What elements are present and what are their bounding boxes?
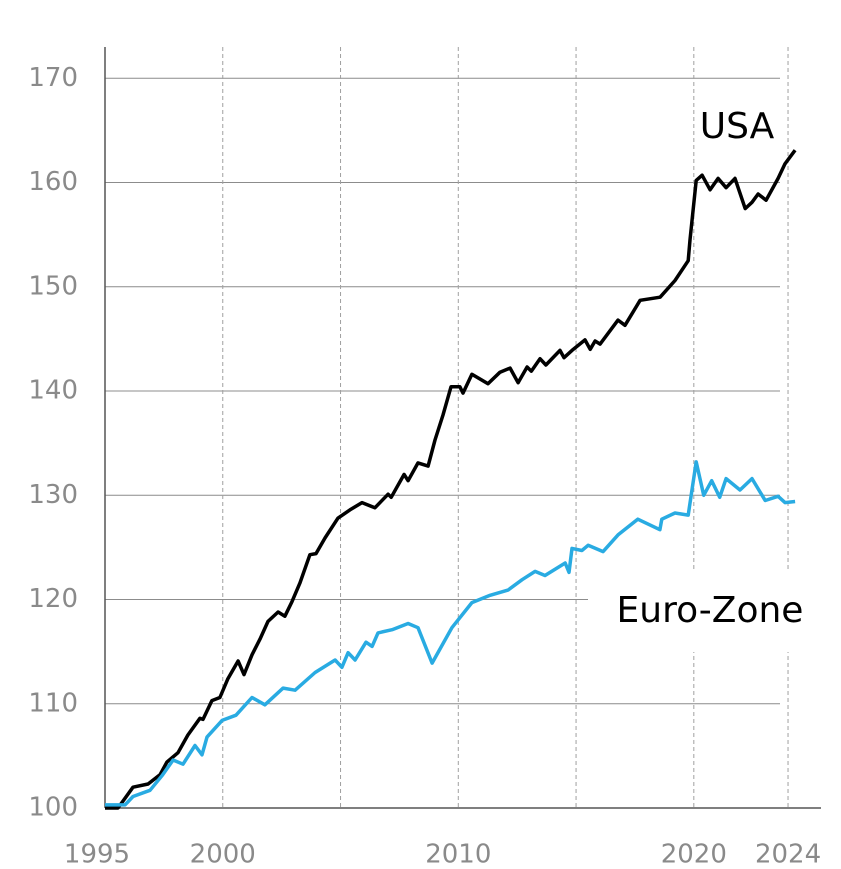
annotation: USA — [700, 106, 775, 147]
y-tick-label: 140 — [28, 376, 78, 406]
series-line — [105, 460, 796, 807]
series-line — [105, 149, 797, 810]
x-tick-label: 2000 — [190, 840, 256, 869]
x-tick-label: 1995 — [64, 840, 130, 869]
y-tick-label: 110 — [28, 688, 78, 718]
y-tick-label: 150 — [28, 271, 78, 301]
y-tick-label: 170 — [28, 63, 78, 93]
y-tick-label: 130 — [28, 480, 78, 510]
label-background — [588, 570, 828, 652]
y-tick-label: 160 — [28, 167, 78, 197]
x-tick-label: 2020 — [661, 840, 727, 869]
y-tick-label: 120 — [28, 584, 78, 614]
x-tick-label: 2010 — [425, 840, 491, 869]
annotation: Euro-Zone — [617, 590, 804, 631]
y-tick-label: 100 — [28, 793, 78, 823]
x-tick-label: 2024 — [755, 840, 821, 869]
